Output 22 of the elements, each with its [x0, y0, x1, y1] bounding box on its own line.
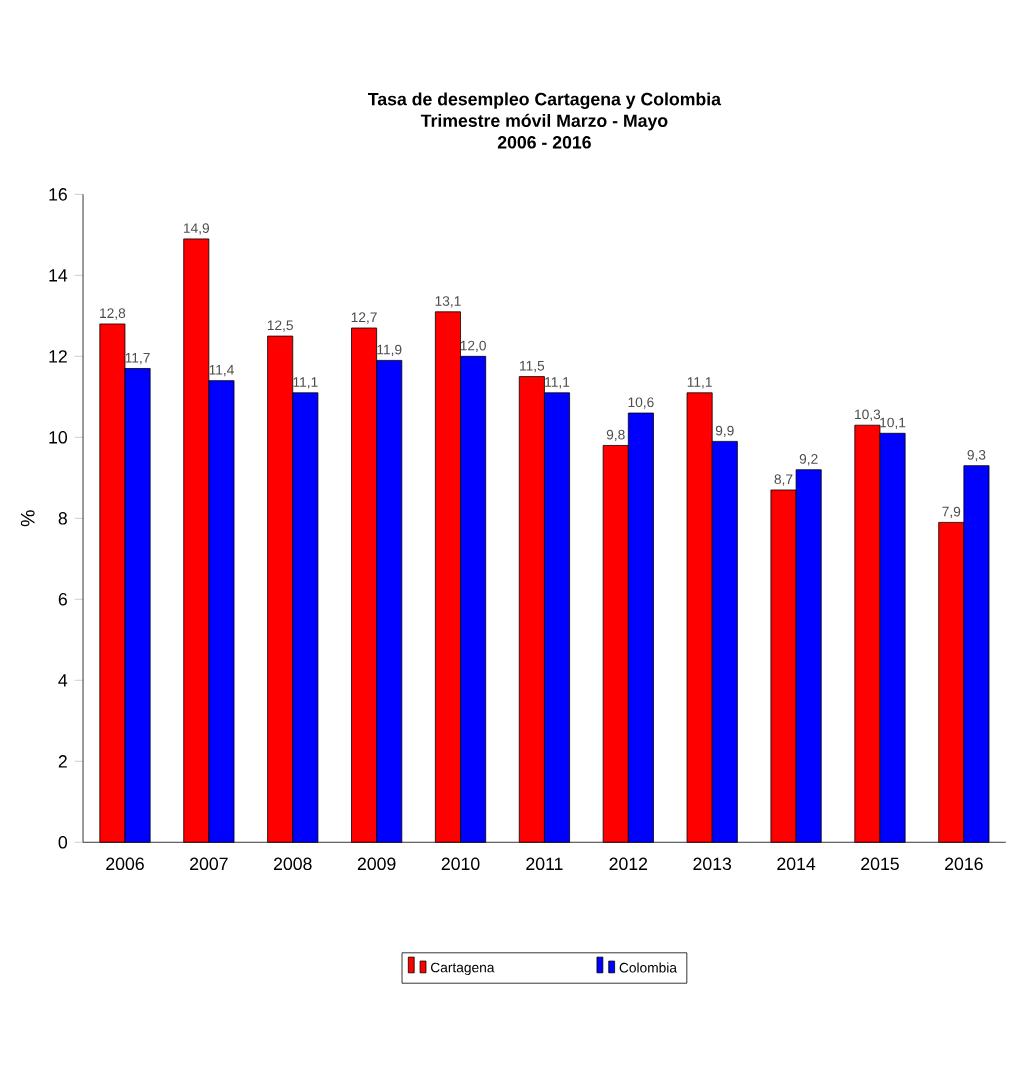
x-tick-label: 2008	[273, 857, 312, 871]
y-tick-label: 6	[58, 593, 67, 606]
x-tick-label: 2012	[609, 857, 647, 871]
x-tick-label: 2006	[106, 857, 144, 871]
x-tick-label: 2015	[861, 857, 899, 871]
y-tick-label: 12	[49, 350, 67, 363]
x-tick-label: 2011	[526, 857, 563, 871]
y-tick-label: 4	[58, 674, 68, 687]
y-tick-label: 14	[49, 269, 68, 282]
x-tick-label: 2007	[189, 857, 228, 871]
x-tick-label: 2013	[693, 857, 731, 871]
x-tick-label: 2009	[357, 857, 396, 871]
y-tick-label: 10	[49, 431, 67, 444]
y-tick-label: 8	[58, 512, 67, 525]
x-tick-label: 2014	[777, 857, 816, 871]
y-tick-label: 0	[58, 836, 67, 849]
chart-title: Tasa de desempleo Cartagena y Colombia Trimestre móvil Marzo - Mayo 2006 - 2016	[367, 92, 721, 149]
x-tick-label: 2016	[944, 857, 983, 871]
y-tick-label: 2	[58, 755, 67, 768]
y-axis-title: %	[20, 510, 35, 527]
x-tick-label: 2010	[441, 857, 480, 871]
y-tick-label: 16	[49, 188, 67, 201]
